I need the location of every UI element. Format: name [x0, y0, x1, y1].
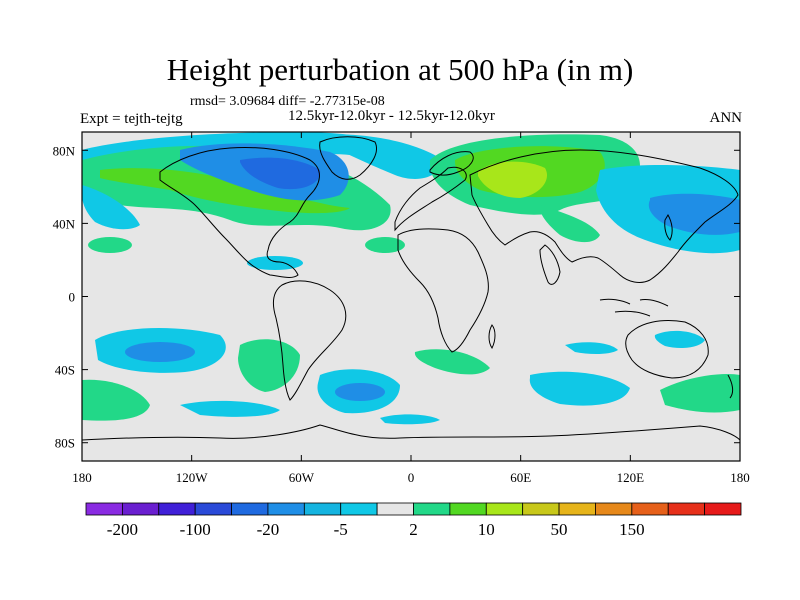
season-label: ANN [709, 110, 743, 126]
field-green-subtropical-pacific [88, 237, 132, 253]
field-blue-south-atlantic [335, 383, 385, 401]
coastline-new-zealand [727, 374, 734, 399]
experiment-label: Expt = tejth-tejtg [80, 111, 183, 127]
colorbar-swatch [558, 502, 596, 516]
colorbar-swatch [340, 502, 378, 516]
colorbar-swatch [376, 502, 414, 516]
coastline-india [539, 244, 561, 285]
y-tick-label: 80S [55, 436, 75, 451]
coastline-australia [625, 320, 709, 379]
field-cyan-south-indian [529, 371, 630, 406]
coastline-europe [394, 166, 467, 232]
field-cyan-southern-ocean-east [380, 414, 440, 425]
colorbar-label: -100 [180, 520, 211, 539]
field-cyan-northeast-pacific [82, 185, 140, 230]
perturbation-field-layer [82, 132, 740, 425]
field-yellowgreen-eurasia [478, 161, 548, 198]
colorbar-swatch [413, 502, 451, 516]
coastline-africa [397, 228, 489, 353]
field-blue-south-pacific [125, 342, 195, 362]
colorbar-swatch [522, 502, 560, 516]
map-plot-area [82, 132, 740, 461]
x-tick-label: 60E [510, 470, 531, 485]
field-green-southeast-pacific [660, 373, 740, 413]
colorbar-label: 2 [409, 520, 418, 539]
y-tick-label: 0 [69, 290, 76, 305]
colorbar-label: -200 [107, 520, 138, 539]
x-tick-label: 120W [176, 470, 209, 485]
colorbar-swatch [85, 502, 123, 516]
y-tick-label: 40S [55, 363, 75, 378]
field-green-southwest-pacific [82, 379, 150, 421]
coastline-scandinavia [429, 151, 474, 176]
x-tick-label: 120E [617, 470, 645, 485]
map-axis-ticks: 180 120W 60W 0 60E 120E 180 80N 40N 0 40S 80S [53, 132, 750, 485]
coastline-greenland [319, 136, 377, 180]
colorbar-swatch [158, 502, 196, 516]
colorbar: -200 -100 -20 -5 2 10 50 150 [85, 502, 742, 539]
rmsd-diff-stats: rmsd= 3.09684 diff= -2.77315e-08 [190, 94, 385, 109]
page-title: Height perturbation at 500 hPa (in m) [166, 52, 634, 87]
field-green-subtropical-atlantic [365, 237, 405, 253]
colorbar-label: 50 [551, 520, 568, 539]
y-tick-label: 40N [53, 216, 76, 231]
field-cyan-southern-ocean [180, 400, 280, 417]
coastline-north-america [159, 147, 320, 278]
field-green-south-indian [414, 349, 490, 375]
coastlines [82, 136, 740, 441]
field-cyan-north-australia [565, 342, 618, 355]
colorbar-swatch [303, 502, 342, 516]
period-subtitle: 12.5kyr-12.0kyr - 12.5kyr-12.0kyr [288, 108, 495, 124]
colorbar-swatch [667, 502, 706, 516]
colorbar-label: 10 [478, 520, 495, 539]
field-cyan-subtropical-atlantic [247, 256, 303, 270]
colorbar-swatch [231, 502, 269, 516]
colorbar-swatch [595, 502, 633, 516]
coastline-south-america [273, 280, 347, 401]
field-green-eurasia-tail [540, 205, 600, 243]
x-tick-label: 60W [289, 470, 315, 485]
colorbar-swatch [121, 502, 160, 516]
x-tick-label: 0 [408, 470, 415, 485]
y-tick-label: 80N [53, 143, 76, 158]
x-tick-label: 180 [730, 470, 750, 485]
colorbar-swatch [194, 502, 232, 516]
field-cyan-australia [654, 330, 705, 348]
colorbar-swatch [267, 502, 305, 516]
colorbar-swatch [631, 502, 669, 516]
colorbar-label: -20 [257, 520, 280, 539]
coastline-madagascar [488, 324, 496, 349]
coastline-japan [664, 214, 673, 241]
colorbar-label: 150 [619, 520, 645, 539]
field-lightgreen-north-america [100, 168, 350, 214]
colorbar-swatch [485, 502, 524, 516]
colorbar-swatch [704, 502, 742, 516]
coastline-asia [469, 149, 739, 283]
coastline-indonesia [599, 298, 669, 317]
colorbar-label: -5 [334, 520, 348, 539]
field-cyan-greenland [320, 134, 441, 179]
coastline-antarctica [82, 424, 740, 441]
field-darkblue-canada [240, 157, 321, 190]
x-tick-label: 180 [72, 470, 92, 485]
colorbar-swatch [449, 502, 487, 516]
